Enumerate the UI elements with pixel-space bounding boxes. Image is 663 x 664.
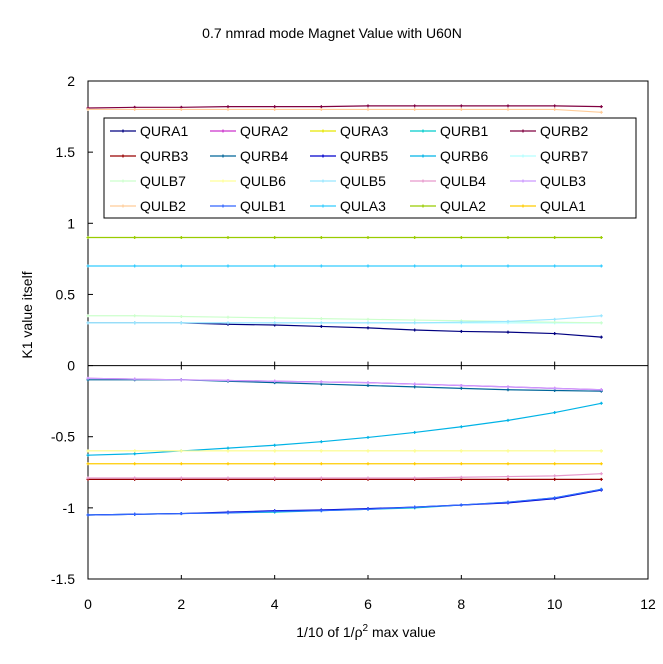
series-qula2 — [86, 236, 603, 240]
legend-item-qulb6: QULB6 — [210, 173, 286, 189]
legend-item-qulb7: QULB7 — [110, 173, 186, 189]
legend-label: QURB1 — [440, 123, 488, 139]
legend-label: QURA2 — [240, 123, 288, 139]
legend-label: QULB4 — [440, 173, 486, 189]
legend-label: QULA3 — [340, 198, 386, 214]
series-qula3 — [86, 264, 603, 268]
legend-label: QULB6 — [240, 173, 286, 189]
series-line — [88, 473, 602, 479]
series-qulb1 — [86, 487, 603, 517]
legend-label: QULB2 — [140, 198, 186, 214]
y-axis-label: K1 value itself — [19, 271, 35, 358]
legend-item-qulb4: QULB4 — [410, 173, 486, 189]
legend-item-qurb1: QURB1 — [410, 123, 488, 139]
y-tick-label: 1.5 — [56, 144, 76, 160]
legend-label: QURB2 — [540, 123, 588, 139]
y-tick-label: -1 — [63, 500, 76, 516]
y-tick-label: 2 — [67, 73, 75, 89]
series-layer — [86, 104, 603, 517]
legend-item-qurb4: QURB4 — [210, 148, 288, 164]
y-tick-label: 0 — [67, 358, 75, 374]
x-tick-label: 12 — [640, 596, 656, 612]
legend-label: QULB7 — [140, 173, 186, 189]
x-axis-label: 1/10 of 1/ρ2 max value — [296, 623, 436, 640]
series-line — [87, 377, 602, 391]
legend-box — [103, 117, 637, 219]
legend-label: QURB7 — [540, 148, 588, 164]
series-qulb4 — [86, 472, 603, 480]
legend-label: QULB5 — [340, 173, 386, 189]
x-tick-label: 6 — [364, 596, 372, 612]
series-qulb6 — [86, 449, 603, 453]
series-qulb3 — [86, 376, 603, 392]
series-line — [87, 488, 602, 516]
legend-item-qula1: QULA1 — [510, 198, 586, 214]
series-line — [88, 315, 602, 324]
x-axis-label-suffix: max value — [368, 624, 436, 640]
legend-item-qurb7: QURB7 — [510, 148, 588, 164]
legend-label: QURB5 — [340, 148, 388, 164]
x-tick-label: 0 — [84, 596, 92, 612]
legend-label: QURA3 — [340, 123, 388, 139]
legend-label: QURA1 — [140, 123, 188, 139]
legend-label: QURB4 — [240, 148, 288, 164]
series-qulb5 — [86, 314, 603, 325]
legend-label: QURB3 — [140, 148, 188, 164]
x-axis-label-prefix: 1/10 of 1/ — [296, 624, 354, 640]
x-tick-label: 8 — [457, 596, 465, 612]
series-qula1 — [86, 462, 603, 466]
legend-label: QULB1 — [240, 198, 286, 214]
legend-label: QULB3 — [540, 173, 586, 189]
y-tick-label: -0.5 — [51, 429, 75, 445]
x-axis-label-rho: ρ — [355, 624, 363, 640]
series-line — [88, 108, 602, 113]
legend-item-qurb6: QURB6 — [410, 148, 488, 164]
series-line — [87, 105, 602, 109]
chart-title: 0.7 nmrad mode Magnet Value with U60N — [202, 25, 462, 41]
legend-item-qura2: QURA2 — [210, 123, 288, 139]
series-qurb2 — [86, 104, 603, 110]
legend-label: QULA2 — [440, 198, 486, 214]
legend-item-qulb1: QULB1 — [210, 198, 286, 214]
legend-label: QULA1 — [540, 198, 586, 214]
x-tick-label: 4 — [271, 596, 279, 612]
y-tick-label: -1.5 — [51, 571, 75, 587]
legend-item-qura1: QURA1 — [110, 123, 188, 139]
x-axis-label-superscript: 2 — [363, 623, 369, 634]
x-tick-label: 10 — [547, 596, 563, 612]
axes-layer: -1.5 -1 -0.5 0 0.5 1 1.5 2 0 2 4 6 8 10 12 — [51, 73, 656, 612]
legend-item-qula2: QULA2 — [410, 198, 486, 214]
series-qulb2 — [86, 107, 603, 114]
y-tick-label: 0.5 — [56, 286, 76, 302]
legend-item-qulb5: QULB5 — [310, 173, 386, 189]
legend-item-qurb5: QURB5 — [310, 148, 388, 164]
legend-item-qura3: QURA3 — [310, 123, 388, 139]
legend-label: QURB6 — [440, 148, 488, 164]
legend-item-qurb2: QURB2 — [510, 123, 588, 139]
legend: QURA1 QURA2 QURA3 QURB1 QURB2 QURB3 QURB4 QURB5… — [103, 117, 637, 219]
legend-item-qulb3: QULB3 — [510, 173, 586, 189]
legend-item-qula3: QULA3 — [310, 198, 386, 214]
x-tick-label: 2 — [177, 596, 185, 612]
legend-item-qurb3: QURB3 — [110, 148, 188, 164]
y-tick-label: 1 — [67, 215, 75, 231]
legend-item-qulb2: QULB2 — [110, 198, 186, 214]
